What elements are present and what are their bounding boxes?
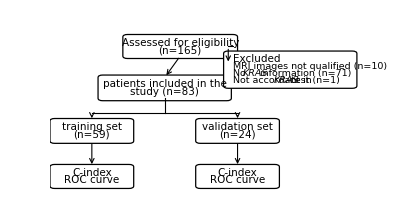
Text: Excluded: Excluded bbox=[233, 54, 280, 64]
FancyBboxPatch shape bbox=[50, 118, 134, 143]
FancyBboxPatch shape bbox=[50, 164, 134, 189]
Text: (n=24): (n=24) bbox=[219, 130, 256, 140]
Text: C-index: C-index bbox=[218, 168, 258, 178]
Text: validation set: validation set bbox=[202, 122, 273, 132]
FancyBboxPatch shape bbox=[224, 51, 357, 88]
Text: Assessed for eligibility: Assessed for eligibility bbox=[122, 38, 239, 48]
FancyBboxPatch shape bbox=[196, 118, 279, 143]
Text: KRAS: KRAS bbox=[243, 69, 268, 78]
Text: ROC curve: ROC curve bbox=[64, 175, 120, 185]
Text: training set: training set bbox=[62, 122, 122, 132]
FancyBboxPatch shape bbox=[98, 75, 231, 101]
Text: No: No bbox=[233, 69, 249, 78]
FancyBboxPatch shape bbox=[196, 164, 279, 189]
Text: (n=59): (n=59) bbox=[74, 130, 110, 140]
Text: test (n=1): test (n=1) bbox=[288, 76, 340, 85]
Text: Not accordant in: Not accordant in bbox=[233, 76, 315, 85]
Text: C-index: C-index bbox=[72, 168, 112, 178]
Text: KRAS: KRAS bbox=[274, 76, 300, 85]
Text: (n=165): (n=165) bbox=[158, 45, 202, 55]
Text: patients included in the: patients included in the bbox=[103, 79, 227, 89]
Text: study (n=83): study (n=83) bbox=[130, 86, 199, 97]
Text: MRI images not qualified (n=10): MRI images not qualified (n=10) bbox=[233, 61, 387, 71]
Text: information (n=71): information (n=71) bbox=[257, 69, 352, 78]
Text: ROC curve: ROC curve bbox=[210, 175, 265, 185]
FancyBboxPatch shape bbox=[123, 34, 238, 58]
